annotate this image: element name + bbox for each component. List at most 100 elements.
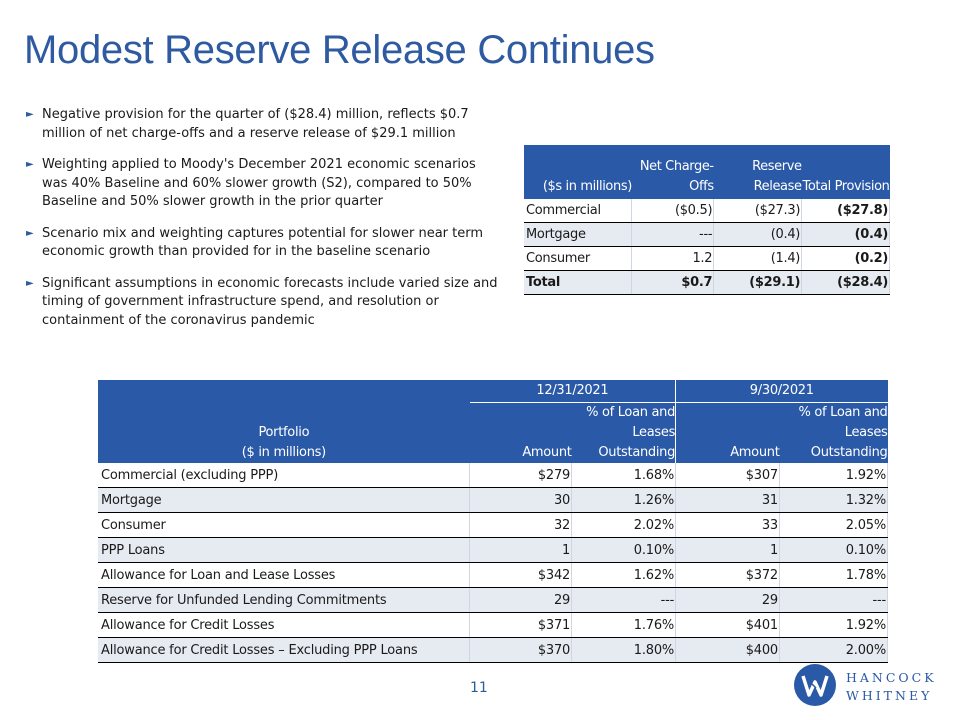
bullet-text: Weighting applied to Moody's December 20… xyxy=(42,157,476,209)
cell-value: $372 xyxy=(675,562,781,588)
pct-header-line: % of Loan and xyxy=(586,405,676,420)
pct-header: % of Loan and Leases Outstanding xyxy=(571,402,677,463)
triangle-bullet-icon: ► xyxy=(26,227,34,239)
column-header: Net Charge-Offs xyxy=(631,145,714,199)
row-label: Commercial (excluding PPP) xyxy=(98,463,471,488)
pct-header-line: Outstanding xyxy=(810,445,888,460)
bullet-list: ► Negative provision for the quarter of … xyxy=(26,106,500,343)
page-number: 11 xyxy=(470,680,488,696)
cell-value: 1.32% xyxy=(779,487,888,513)
triangle-bullet-icon: ► xyxy=(26,277,34,289)
cell-value: (1.4) xyxy=(713,246,803,271)
row-label: Allowance for Credit Losses – Excluding … xyxy=(98,637,471,663)
cell-value: $400 xyxy=(675,637,781,663)
cell-value: --- xyxy=(571,587,677,613)
column-header: Total Provision xyxy=(801,145,890,199)
portfolio-table: Portfolio ($ in millions) 12/31/2021 9/3… xyxy=(98,380,888,663)
cell-value: 1.80% xyxy=(571,637,677,663)
cell-value: 1.92% xyxy=(779,612,888,638)
cell-value: (0.4) xyxy=(801,222,890,247)
amount-header: Amount xyxy=(469,402,572,463)
table-row: Consumer 32 2.02% 33 2.05% xyxy=(98,512,888,538)
row-label: Allowance for Credit Losses xyxy=(98,612,471,638)
cell-value: 1.26% xyxy=(571,487,677,513)
triangle-bullet-icon: ► xyxy=(26,159,34,170)
cell-value: $342 xyxy=(469,562,573,588)
row-label: Allowance for Loan and Lease Losses xyxy=(98,562,471,588)
cell-value: ($0.5) xyxy=(631,199,715,223)
amount-header: Amount xyxy=(675,402,780,463)
cell-value: (0.4) xyxy=(713,222,803,247)
pct-header-line: Leases xyxy=(632,425,676,440)
bullet-item: ► Weighting applied to Moody's December … xyxy=(26,156,500,212)
portfolio-header-line1: Portfolio xyxy=(258,425,310,440)
table-row: Commercial (excluding PPP) $279 1.68% $3… xyxy=(98,463,888,488)
row-label: Total xyxy=(524,270,633,295)
pct-header: % of Loan and Leases Outstanding xyxy=(779,402,888,463)
cell-value: 0.10% xyxy=(571,537,677,563)
cell-value: $0.7 xyxy=(631,270,715,295)
cell-value: 1.2 xyxy=(631,246,715,271)
subheader-row: Amount % of Loan and Leases Outstanding … xyxy=(98,402,888,463)
cell-value: 1 xyxy=(469,537,573,563)
portfolio-header-line2: ($ in millions) xyxy=(241,445,326,460)
column-header: ($s in millions) xyxy=(524,145,632,199)
cell-value: --- xyxy=(631,222,715,247)
cell-value: $307 xyxy=(675,463,781,488)
bullet-item: ► Scenario mix and weighting captures po… xyxy=(26,225,500,262)
cell-value: ($27.8) xyxy=(801,199,890,223)
period-header: 9/30/2021 xyxy=(675,380,888,403)
bullet-item: ► Significant assumptions in economic fo… xyxy=(26,275,500,331)
cell-value: 1.78% xyxy=(779,562,888,588)
cell-value: ($28.4) xyxy=(801,270,890,295)
table-header-row: ($s in millions) Net Charge-Offs Reserve… xyxy=(524,145,890,199)
logo-wordmark-line2: WHITNEY xyxy=(846,688,933,703)
provision-table: ($s in millions) Net Charge-Offs Reserve… xyxy=(524,145,890,295)
cell-value: 33 xyxy=(675,512,781,538)
pct-header-line: Outstanding xyxy=(598,445,676,460)
portfolio-header: Portfolio ($ in millions) xyxy=(98,380,470,463)
cell-value: 1.62% xyxy=(571,562,677,588)
period-header: 12/31/2021 xyxy=(469,380,677,403)
table-row: Commercial ($0.5) ($27.3) ($27.8) xyxy=(524,199,890,223)
row-label: Consumer xyxy=(524,246,633,271)
pct-header-line: % of Loan and xyxy=(798,405,888,420)
cell-value: 2.05% xyxy=(779,512,888,538)
row-label: Mortgage xyxy=(98,487,471,513)
row-label: Consumer xyxy=(98,512,471,538)
page-title: Modest Reserve Release Continues xyxy=(24,28,655,72)
table-row-total: Total $0.7 ($29.1) ($28.4) xyxy=(524,270,890,295)
bullet-text: Scenario mix and weighting captures pote… xyxy=(42,225,484,260)
table-row: Allowance for Credit Losses – Excluding … xyxy=(98,637,888,663)
column-header: Reserve Release xyxy=(713,145,802,199)
table-row: Allowance for Loan and Lease Losses $342… xyxy=(98,562,888,588)
table-row: Consumer 1.2 (1.4) (0.2) xyxy=(524,246,890,271)
row-label: PPP Loans xyxy=(98,537,471,563)
cell-value: 32 xyxy=(469,512,573,538)
cell-value: 2.00% xyxy=(779,637,888,663)
cell-value: 1 xyxy=(675,537,781,563)
period-header-row: Portfolio ($ in millions) 12/31/2021 9/3… xyxy=(98,380,888,463)
cell-value: $371 xyxy=(469,612,573,638)
table-row: Reserve for Unfunded Lending Commitments… xyxy=(98,587,888,613)
cell-value: 1.76% xyxy=(571,612,677,638)
table-row: Mortgage --- (0.4) (0.4) xyxy=(524,222,890,247)
cell-value: 29 xyxy=(469,587,573,613)
triangle-bullet-icon: ► xyxy=(26,109,34,120)
bullet-text: Significant assumptions in economic fore… xyxy=(42,275,498,328)
table-row: Mortgage 30 1.26% 31 1.32% xyxy=(98,487,888,513)
cell-value: 1.68% xyxy=(571,463,677,488)
cell-value: $401 xyxy=(675,612,781,638)
table-row: Allowance for Credit Losses $371 1.76% $… xyxy=(98,612,888,638)
cell-value: $279 xyxy=(469,463,573,488)
cell-value: $370 xyxy=(469,637,573,663)
hancock-whitney-logo-icon xyxy=(794,664,836,706)
table-row: PPP Loans 1 0.10% 1 0.10% xyxy=(98,537,888,563)
cell-value: 30 xyxy=(469,487,573,513)
cell-value: 0.10% xyxy=(779,537,888,563)
cell-value: ($27.3) xyxy=(713,199,803,223)
cell-value: 2.02% xyxy=(571,512,677,538)
cell-value: ($29.1) xyxy=(713,270,803,295)
bullet-text: Negative provision for the quarter of ($… xyxy=(42,107,469,141)
row-label: Reserve for Unfunded Lending Commitments xyxy=(98,587,471,613)
